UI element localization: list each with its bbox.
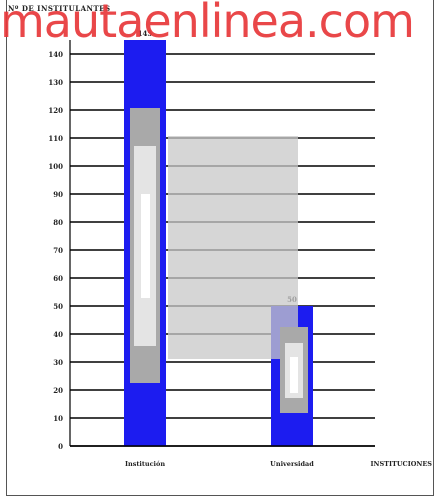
y-tick-label: 40	[53, 330, 63, 339]
y-tick-label: 30	[53, 358, 63, 367]
chart-frame	[6, 0, 434, 496]
y-tick-label: 90	[53, 190, 63, 199]
y-tick-label: 20	[53, 386, 63, 395]
y-tick-label: 10	[53, 414, 63, 423]
y-tick-label: 50	[53, 302, 63, 311]
watermark-text: mautaenlinea.com	[0, 0, 415, 48]
x-category-label: Institución	[125, 460, 165, 468]
x-axis-label: INSTITUCIONES	[370, 460, 432, 468]
x-category-label: Universidad	[270, 460, 314, 468]
highlight-band	[290, 357, 298, 393]
y-tick-label: 100	[48, 162, 63, 171]
y-tick-label: 130	[48, 78, 63, 87]
y-axis-label: Nº DE INSTITULANTES	[8, 4, 111, 13]
y-tick-label: 60	[53, 274, 63, 283]
highlight-band	[168, 136, 298, 359]
y-tick-label: 110	[48, 134, 63, 143]
y-tick-label: 140	[48, 50, 63, 59]
y-tick-label: 0	[58, 442, 63, 451]
y-tick-label: 120	[48, 106, 63, 115]
bar-value-label: 145	[138, 29, 153, 38]
y-tick-label: 70	[53, 246, 63, 255]
y-tick-label: 80	[53, 218, 63, 227]
highlight-band	[141, 194, 150, 298]
